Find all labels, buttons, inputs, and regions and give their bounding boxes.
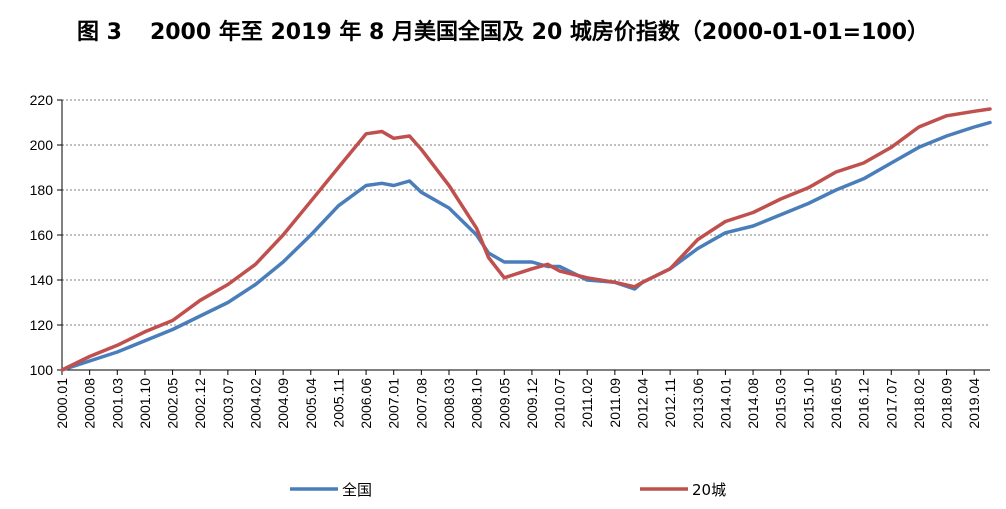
x-tick-label: 2012.04: [634, 378, 650, 429]
x-tick-label: 2000.01: [54, 378, 70, 429]
x-tick-label: 2011.09: [607, 378, 623, 428]
series-lines: [60, 107, 992, 372]
x-tick-label: 2013.06: [690, 378, 706, 429]
y-tick-label: 200: [30, 137, 54, 153]
x-tick-label: 2001.10: [137, 378, 153, 429]
x-tick-label: 2008.03: [441, 378, 457, 429]
x-tick-label: 2004.02: [247, 378, 263, 429]
x-tick-label: 2006.06: [358, 378, 374, 429]
x-tick-label: 2000.08: [82, 378, 98, 429]
x-tick-label: 2015.10: [800, 378, 816, 429]
x-tick-label: 2008.10: [469, 378, 485, 429]
y-axis-ticks: 100 120 140 160 180 200 220: [30, 92, 62, 378]
y-tick-label: 140: [30, 272, 54, 288]
y-tick-label: 180: [30, 182, 54, 198]
x-tick-label: 2007.08: [413, 378, 429, 429]
x-tick-label: 2011.02: [579, 378, 595, 428]
legend: 全国 20城: [290, 481, 726, 499]
figure-number: 图 3: [76, 20, 122, 45]
x-tick-label: 2016.12: [856, 378, 872, 429]
series-line-1: [60, 120, 992, 372]
x-tick-label: 2010.07: [552, 378, 568, 429]
x-tick-label: 2009.05: [496, 378, 512, 429]
x-tick-label: 2004.09: [275, 378, 291, 429]
x-tick-label: 2002.12: [192, 378, 208, 429]
x-tick-label: 2018.02: [911, 378, 927, 429]
y-tick-label: 100: [30, 362, 54, 378]
x-axis-ticks: 2000.01 2000.08 2001.03 2001.10 2002.05 2002.…: [54, 370, 982, 429]
x-tick-label: 2002.05: [165, 378, 181, 429]
x-tick-label: 2012.11: [662, 378, 678, 428]
series-line-2: [60, 107, 992, 372]
y-tick-label: 120: [30, 317, 54, 333]
x-tick-label: 2009.12: [524, 378, 540, 429]
x-tick-label: 2001.03: [109, 378, 125, 429]
gridlines: [62, 99, 990, 326]
x-tick-label: 2015.03: [773, 378, 789, 429]
x-tick-label: 2007.01: [386, 378, 402, 429]
x-tick-label: 2014.01: [717, 378, 733, 429]
title-text: 2000 年至 2019 年 8 月美国全国及 20 城房价指数（2000-01…: [149, 20, 930, 45]
x-tick-label: 2005.04: [303, 378, 319, 429]
chart-title: 图 3 2000 年至 2019 年 8 月美国全国及 20 城房价指数（2000…: [0, 14, 1006, 46]
x-tick-label: 2005.11: [330, 378, 346, 428]
x-tick-label: 2016.05: [828, 378, 844, 429]
x-tick-label: 2014.08: [745, 378, 761, 429]
legend-label: 20城: [692, 481, 726, 499]
x-tick-label: 2019.04: [966, 378, 982, 429]
y-tick-label: 220: [30, 92, 54, 108]
x-tick-label: 2017.07: [883, 378, 899, 429]
x-tick-label: 2003.07: [220, 378, 236, 429]
legend-label: 全国: [342, 481, 372, 499]
x-tick-label: 2018.09: [939, 378, 955, 429]
y-tick-label: 160: [30, 227, 54, 243]
